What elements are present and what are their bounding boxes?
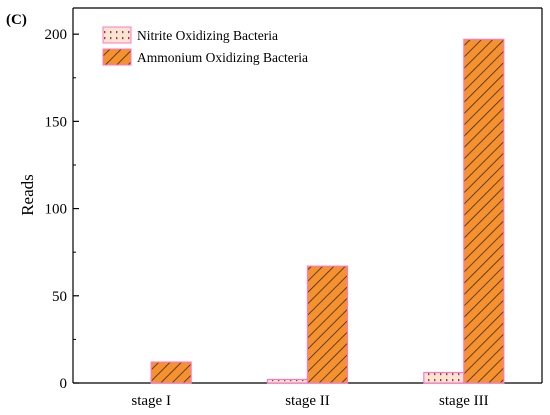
legend-swatch-nob (102, 26, 132, 44)
y-tick-label: 0 (60, 376, 68, 392)
y-tick-label: 150 (45, 114, 68, 130)
legend-swatch-aob (102, 48, 132, 66)
y-tick-label: 50 (52, 289, 67, 305)
panel-label: (C) (6, 12, 27, 28)
bar-aob-3 (463, 38, 505, 384)
x-tick-label: stage II (285, 393, 330, 409)
legend-label-nob: Nitrite Oxidizing Bacteria (137, 28, 278, 43)
y-tick-label: 200 (45, 27, 68, 43)
bar-aob-2 (306, 265, 349, 384)
x-tick-label: stage III (439, 393, 489, 409)
bar-nob-2 (266, 378, 309, 384)
x-tick-label: stage I (131, 393, 171, 409)
bar-aob-1 (150, 361, 192, 384)
bar-nob-3 (423, 371, 465, 384)
y-tick-label: 100 (45, 202, 68, 218)
legend-label-aob: Ammonium Oxidizing Bacteria (137, 50, 308, 65)
